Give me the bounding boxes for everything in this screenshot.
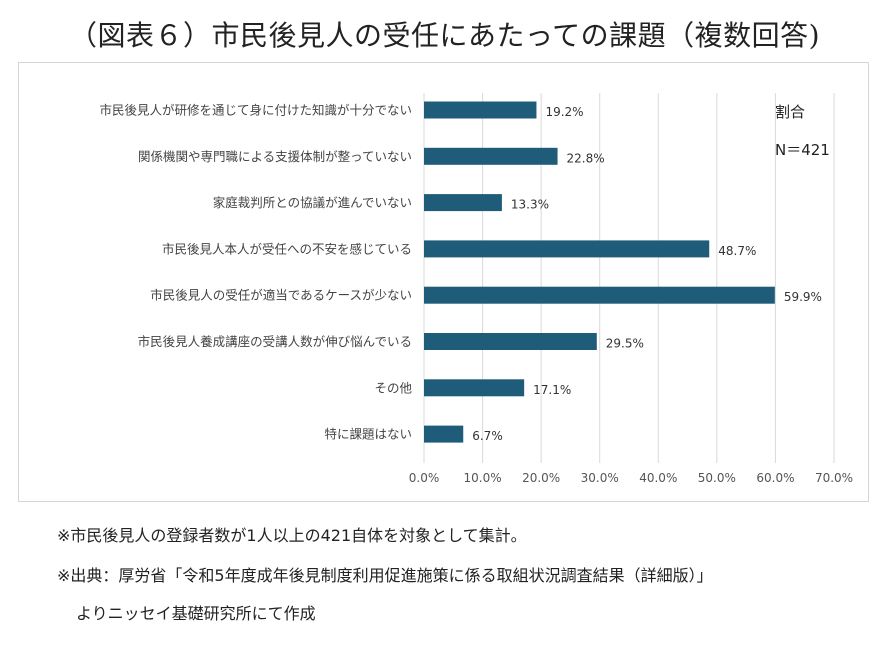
bar	[424, 379, 525, 397]
legend-label: 割合	[775, 103, 805, 121]
note-1: ※市民後見人の登録者数が1人以上の421自体を対象として集計。	[57, 526, 527, 545]
bar	[424, 333, 597, 350]
bar	[424, 147, 558, 165]
x-tick-label: 30.0%	[581, 471, 619, 485]
category-label: 市民後見人本人が受任への不安を感じている	[162, 241, 412, 256]
x-tick-label: 0.0%	[409, 471, 440, 485]
x-tick-label: 10.0%	[464, 471, 502, 485]
note-2: ※出典：厚労省「令和5年度成年後見制度利用促進施策に係る取組状況調査結果（詳細版…	[57, 566, 713, 585]
category-label: 特に課題はない	[324, 427, 412, 442]
category-label: 市民後見人が研修を通じて身に付けた知識が十分でない	[99, 103, 412, 118]
value-label: 19.2%	[545, 105, 583, 119]
bar	[424, 425, 464, 443]
value-label: 17.1%	[533, 383, 571, 397]
category-label: 市民後見人養成講座の受講人数が伸び悩んでいる	[138, 334, 412, 349]
value-label: 48.7%	[718, 244, 756, 258]
category-label: 市民後見人の受任が適当であるケースが少ない	[150, 288, 412, 303]
x-tick-label: 40.0%	[639, 471, 677, 485]
chart-frame: 0.0% 10.0% 20.0% 30.0% 40.0% 50.0% 60.0% 70.0% 市…	[18, 62, 869, 502]
value-label: 29.5%	[606, 337, 644, 351]
category-label: 家庭裁判所との協議が進んでいない	[213, 195, 412, 210]
value-label: 22.8%	[567, 151, 605, 165]
note-3: よりニッセイ基礎研究所にて作成	[76, 604, 316, 623]
bar-chart: 0.0% 10.0% 20.0% 30.0% 40.0% 50.0% 60.0% 70.0% 市…	[99, 93, 853, 485]
bar	[424, 286, 775, 304]
x-tick-label: 70.0%	[815, 471, 853, 485]
value-label: 6.7%	[472, 429, 503, 443]
x-tick-label: 50.0%	[698, 471, 736, 485]
legend-sample-size: N＝421	[775, 141, 830, 159]
category-label: その他	[374, 380, 412, 395]
bar	[424, 194, 502, 212]
category-label: 関係機関や専門職による支援体制が整っていない	[138, 149, 412, 164]
x-tick-label: 20.0%	[522, 471, 560, 485]
bar	[424, 101, 537, 119]
value-label: 59.9%	[784, 290, 822, 304]
bar	[424, 240, 710, 258]
figure-title: （図表６）市民後見人の受任にあたっての課題（複数回答)	[68, 19, 821, 52]
value-label: 13.3%	[511, 198, 549, 212]
x-tick-label: 60.0%	[756, 471, 794, 485]
